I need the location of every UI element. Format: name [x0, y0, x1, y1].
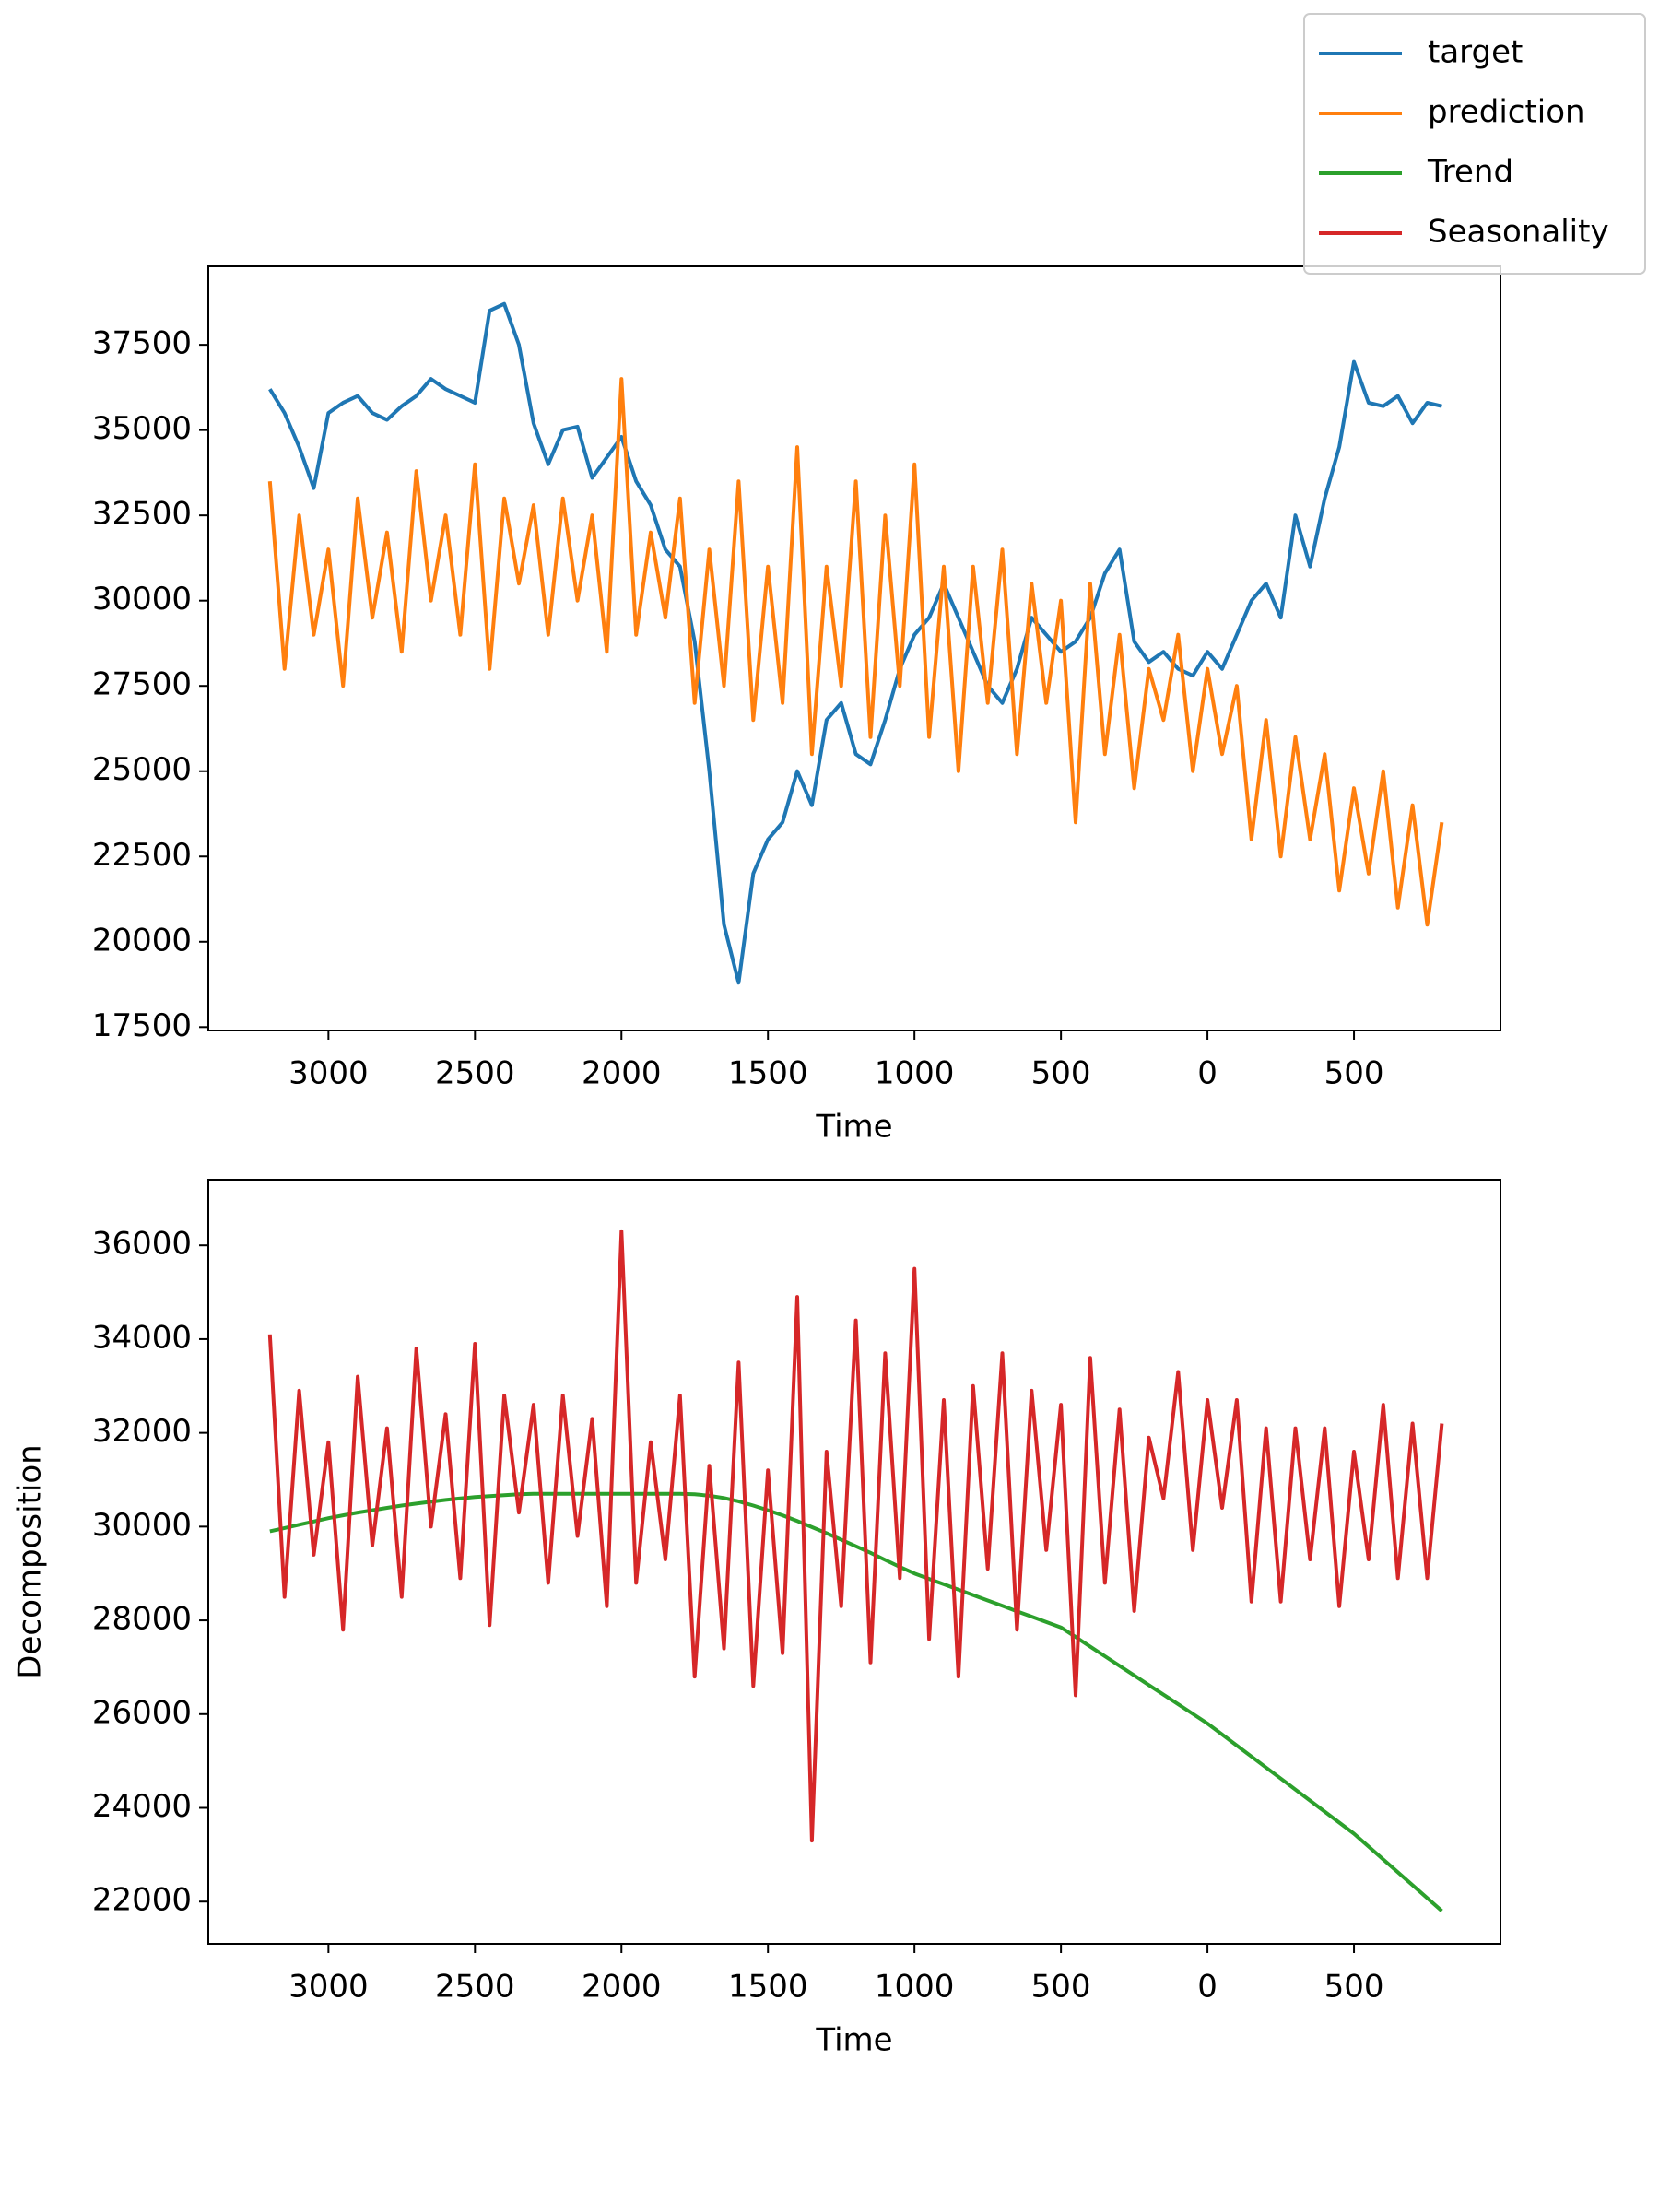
legend-frame [1303, 13, 1646, 275]
x-tick-label: 500 [1324, 1055, 1384, 1092]
x-axis-label: Time [815, 2022, 892, 2059]
y-tick-label: 24000 [92, 1788, 192, 1825]
x-tick-label: 1000 [875, 1969, 955, 2006]
axes-frame [207, 1179, 1501, 1945]
y-axis-label: Decomposition [12, 1444, 49, 1678]
x-tick-label: 2500 [435, 1969, 515, 2006]
y-tick-label: 34000 [92, 1319, 192, 1356]
legend-label: prediction [1428, 94, 1585, 131]
x-tick-label: 2000 [582, 1969, 662, 2006]
y-tick-label: 22500 [92, 837, 192, 874]
legend-label: Seasonality [1428, 214, 1609, 251]
y-tick-label: 30000 [92, 581, 192, 618]
y-tick-label: 17500 [92, 1007, 192, 1044]
series-line [269, 1491, 1443, 1912]
y-tick-label: 27500 [92, 666, 192, 703]
y-tick-label: 28000 [92, 1601, 192, 1638]
x-tick-label: 1000 [875, 1055, 955, 1092]
y-tick-label: 37500 [92, 325, 192, 362]
x-tick-label: 3000 [288, 1969, 369, 2006]
x-tick-label: 500 [1031, 1055, 1091, 1092]
legend-label: Trend [1427, 154, 1513, 191]
x-tick-label: 1500 [728, 1969, 808, 2006]
x-tick-label: 2000 [582, 1055, 662, 1092]
x-tick-label: 2500 [435, 1055, 515, 1092]
series-line [268, 301, 1442, 985]
y-tick-label: 32500 [92, 496, 192, 533]
x-tick-label: 0 [1197, 1969, 1218, 2006]
y-tick-label: 26000 [92, 1694, 192, 1731]
axes-frame [207, 265, 1501, 1031]
y-tick-label: 32000 [92, 1413, 192, 1450]
y-tick-label: 30000 [92, 1507, 192, 1544]
series-line [267, 1229, 1444, 1843]
x-tick-label: 500 [1324, 1969, 1384, 2006]
y-tick-label: 25000 [92, 751, 192, 788]
x-tick-label: 500 [1031, 1969, 1091, 2006]
series-line [267, 377, 1444, 927]
x-tick-label: 3000 [288, 1055, 369, 1092]
x-tick-label: 1500 [728, 1055, 808, 1092]
y-tick-label: 35000 [92, 410, 192, 447]
legend-label: target [1428, 34, 1523, 71]
y-tick-label: 22000 [92, 1882, 192, 1919]
x-axis-label: Time [815, 1109, 892, 1146]
y-tick-label: 20000 [92, 922, 192, 959]
x-tick-label: 0 [1197, 1055, 1218, 1092]
y-tick-label: 36000 [92, 1226, 192, 1263]
